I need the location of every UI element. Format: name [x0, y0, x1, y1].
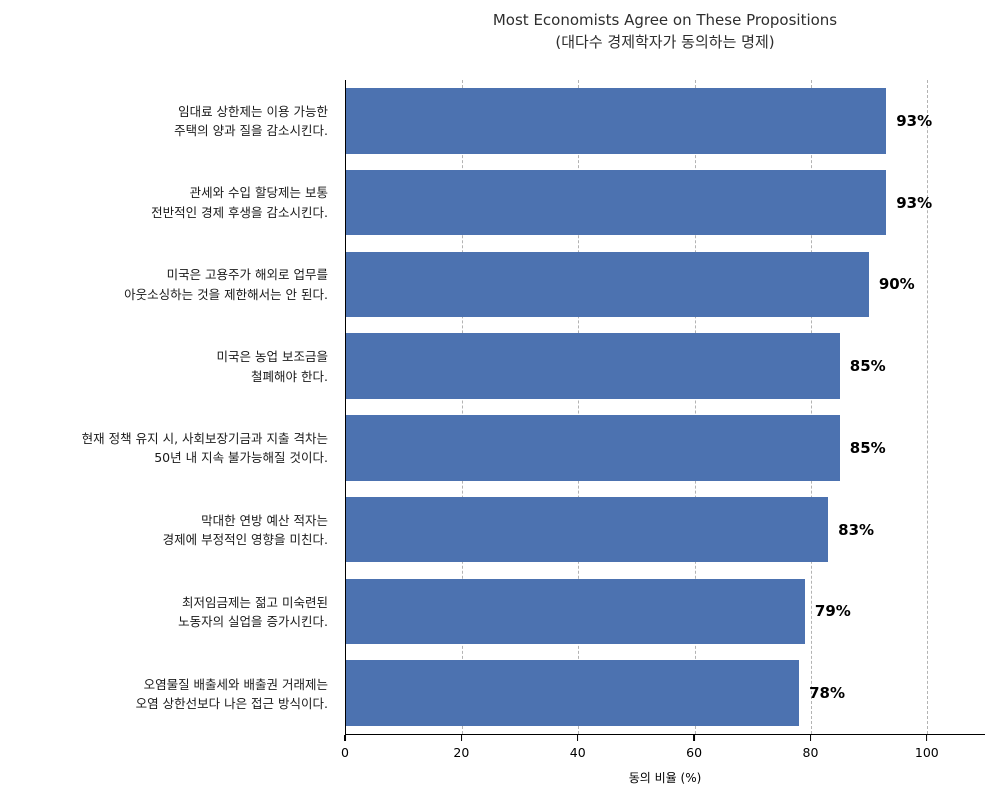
x-tick: 80	[802, 735, 819, 760]
chart-title-line2: (대다수 경제학자가 동의하는 명제)	[555, 32, 775, 51]
tick-label: 60	[686, 745, 703, 760]
value-label: 79%	[814, 602, 851, 621]
category-label: 최저임금제는 젊고 미숙련된 노동자의 실업을 증가시킨다.	[178, 594, 328, 630]
tick-label: 0	[341, 745, 349, 760]
gridlines	[346, 80, 985, 734]
tick-mark	[809, 735, 812, 741]
gridline	[694, 80, 696, 734]
bar	[346, 169, 887, 236]
bar	[346, 578, 805, 645]
value-label: 85%	[849, 357, 886, 376]
bar-row: 83%	[346, 489, 985, 571]
tick-mark	[926, 735, 928, 741]
bar	[346, 415, 840, 481]
tick-mark	[693, 735, 695, 741]
tick-mark	[460, 735, 463, 741]
bar-row: 90%	[346, 244, 985, 326]
x-tick: 100	[915, 735, 939, 760]
bar	[346, 251, 869, 318]
bar-row: 79%	[346, 571, 985, 653]
plot-area: 93% 93% 90% 85% 85% 83% 79% 78%	[345, 80, 985, 735]
category-label: 미국은 고용주가 해외로 업무를 아웃소싱하는 것을 제한해서는 안 된다.	[124, 267, 328, 302]
bar	[346, 88, 887, 154]
tick-label: 20	[453, 745, 470, 760]
value-label: 93%	[896, 111, 933, 130]
bar-rows: 93% 93% 90% 85% 85% 83% 79% 78%	[346, 80, 985, 734]
x-tick: 40	[570, 735, 586, 760]
chart-title: Most Economists Agree on These Propositi…	[345, 10, 985, 54]
bar	[346, 496, 829, 563]
x-axis-label: 동의 비율 (%)	[628, 771, 702, 785]
x-tick: 60	[686, 735, 702, 760]
bar	[346, 333, 840, 399]
value-label: 90%	[878, 275, 915, 294]
value-label: 78%	[809, 684, 845, 703]
value-label: 85%	[849, 438, 886, 457]
tick-label: 80	[802, 745, 819, 760]
tick-mark	[344, 735, 346, 741]
bar-row: 85%	[346, 407, 985, 489]
bar-row: 93%	[346, 162, 985, 244]
category-label: 관세와 수입 할당제는 보통 전반적인 경제 후생을 감소시킨다.	[151, 185, 328, 220]
category-label: 임대료 상한제는 이용 가능한 주택의 양과 질을 감소시킨다.	[174, 103, 328, 138]
category-label: 현재 정책 유지 시, 사회보장기금과 지출 격차는 50년 내 지속 불가능해…	[81, 431, 328, 466]
x-axis: 0 20 40 60 80 100 동의 비율 (%)	[341, 735, 985, 795]
bar-row: 93%	[346, 80, 985, 162]
bar-row: 85%	[346, 325, 985, 407]
x-tick: 0	[341, 735, 349, 760]
category-label: 오염물질 배출세와 배출권 거래제는 오염 상한선보다 나은 접근 방식이다.	[135, 676, 328, 712]
chart-title-line1: Most Economists Agree on These Propositi…	[492, 11, 838, 29]
gridline	[462, 80, 464, 734]
tick-mark	[576, 735, 579, 741]
category-labels: 임대료 상한제는 이용 가능한 주택의 양과 질을 감소시킨다. 관세와 수입 할…	[0, 80, 337, 735]
bar	[346, 660, 800, 726]
value-label: 83%	[838, 520, 875, 539]
x-tick: 20	[453, 735, 469, 760]
category-label: 미국은 농업 보조금을 철폐해야 한다.	[216, 349, 328, 384]
tick-label: 100	[914, 745, 939, 760]
tick-label: 40	[569, 745, 586, 760]
gridline	[578, 80, 580, 734]
category-label: 막대한 연방 예산 적자는 경제에 부정적인 영향을 미친다.	[162, 512, 328, 548]
gridline	[926, 80, 928, 734]
value-label: 93%	[896, 193, 933, 212]
gridline	[810, 80, 812, 734]
bar-row: 78%	[346, 652, 985, 734]
